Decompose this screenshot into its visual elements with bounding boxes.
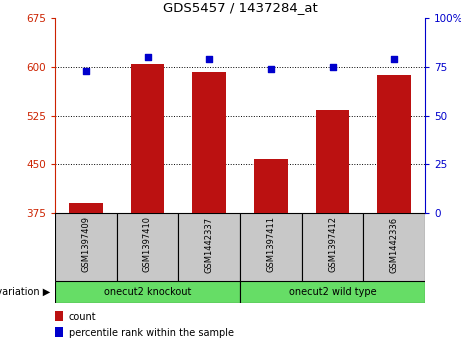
Text: onecut2 knockout: onecut2 knockout — [104, 287, 191, 297]
Text: GSM1442336: GSM1442336 — [390, 216, 399, 273]
Bar — [117, 213, 178, 281]
Text: count: count — [69, 312, 96, 322]
Point — [329, 64, 336, 70]
Bar — [301, 213, 363, 281]
Point — [206, 56, 213, 62]
Text: GSM1397409: GSM1397409 — [81, 216, 90, 272]
Bar — [69, 203, 103, 213]
Text: genotype/variation ▶: genotype/variation ▶ — [0, 287, 50, 297]
Point — [390, 56, 398, 62]
Bar — [55, 213, 117, 281]
Text: GSM1442337: GSM1442337 — [205, 216, 213, 273]
Text: onecut2 wild type: onecut2 wild type — [289, 287, 376, 297]
Text: GSM1397410: GSM1397410 — [143, 216, 152, 272]
Bar — [240, 281, 425, 303]
Bar — [254, 159, 288, 213]
Bar — [55, 281, 240, 303]
Point — [82, 68, 89, 74]
Bar — [363, 213, 425, 281]
Bar — [240, 213, 301, 281]
Text: GSM1397412: GSM1397412 — [328, 216, 337, 272]
Text: GSM1397411: GSM1397411 — [266, 216, 275, 272]
Title: GDS5457 / 1437284_at: GDS5457 / 1437284_at — [163, 1, 317, 14]
Bar — [178, 213, 240, 281]
Bar — [192, 72, 226, 213]
Bar — [315, 110, 349, 213]
Text: percentile rank within the sample: percentile rank within the sample — [69, 329, 234, 338]
Bar — [377, 74, 411, 213]
Point — [144, 54, 151, 60]
Point — [267, 66, 274, 72]
Bar — [130, 64, 165, 213]
